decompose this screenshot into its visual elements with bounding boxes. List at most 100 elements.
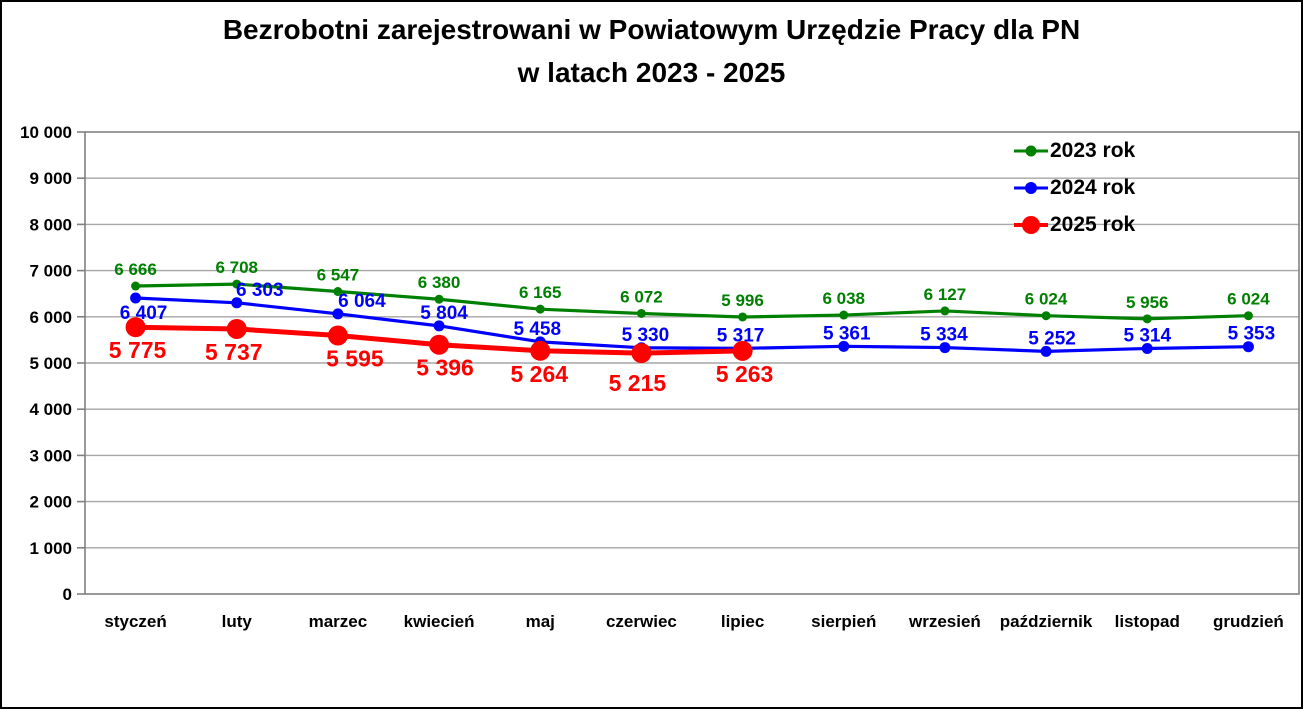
data-label-2023-rok: 6 024 bbox=[1025, 290, 1068, 309]
x-axis-label: czerwiec bbox=[606, 612, 677, 631]
x-axis-label: marzec bbox=[309, 612, 368, 631]
data-label-2023-rok: 6 072 bbox=[620, 287, 663, 306]
data-label-2025-rok: 5 775 bbox=[109, 337, 167, 363]
y-axis-label: 1 000 bbox=[29, 539, 72, 558]
y-axis-label: 3 000 bbox=[29, 446, 72, 465]
data-label-2025-rok: 5 263 bbox=[716, 361, 774, 387]
data-point-2023-rok bbox=[940, 306, 950, 316]
data-label-2025-rok: 5 215 bbox=[609, 370, 667, 396]
data-point-2024-rok bbox=[1141, 342, 1153, 354]
data-label-2023-rok: 6 380 bbox=[418, 273, 461, 292]
series-line-2023-rok bbox=[133, 282, 1251, 321]
data-label-2024-rok: 6 064 bbox=[338, 291, 386, 312]
data-point-2023-rok bbox=[839, 310, 849, 320]
data-point-2025-rok bbox=[226, 318, 247, 339]
x-axis-label: październik bbox=[1000, 612, 1093, 631]
data-label-2023-rok: 6 708 bbox=[215, 258, 258, 277]
data-label-2024-rok: 5 330 bbox=[622, 325, 670, 346]
y-axis-label: 4 000 bbox=[29, 400, 72, 419]
data-point-2023-rok bbox=[232, 279, 242, 289]
x-axis-label: wrzesień bbox=[908, 612, 981, 631]
data-point-2023-rok bbox=[636, 308, 646, 318]
data-label-2024-rok: 6 303 bbox=[236, 280, 284, 301]
data-point-2024-rok bbox=[231, 297, 243, 309]
data-label-2024-rok: 5 361 bbox=[823, 323, 871, 344]
data-point-2024-rok bbox=[433, 320, 445, 332]
data-point-2025-rok bbox=[732, 340, 753, 361]
data-label-2024-rok: 5 458 bbox=[513, 319, 561, 340]
data-label-2024-rok: 5 353 bbox=[1228, 324, 1276, 345]
legend-label-2024: 2024 rok bbox=[1050, 175, 1136, 199]
legend-marker-2023-icon bbox=[1014, 140, 1048, 162]
y-axis-label: 9 000 bbox=[29, 169, 72, 188]
data-label-2023-rok: 6 666 bbox=[114, 260, 157, 279]
x-axis-label: kwiecień bbox=[404, 612, 475, 631]
chart-title: Bezrobotni zarejestrowani w Powiatowym U… bbox=[2, 8, 1301, 94]
data-point-2024-rok bbox=[939, 342, 951, 354]
legend-marker-2024-icon bbox=[1014, 177, 1048, 199]
chart-title-line1: Bezrobotni zarejestrowani w Powiatowym U… bbox=[222, 14, 1081, 45]
data-label-2023-rok: 6 127 bbox=[924, 285, 967, 304]
data-point-2025-rok bbox=[631, 343, 652, 364]
chart-title-line2: w latach 2023 - 2025 bbox=[517, 57, 786, 88]
legend-item-2025: 2025 rok bbox=[1014, 206, 1135, 243]
data-label-2025-rok: 5 264 bbox=[510, 361, 568, 387]
data-point-2023-rok bbox=[1041, 311, 1051, 321]
data-point-2024-rok bbox=[838, 340, 850, 352]
data-point-2023-rok bbox=[434, 294, 444, 304]
y-axis-label: 10 000 bbox=[20, 123, 72, 142]
legend-item-2024: 2024 rok bbox=[1014, 169, 1135, 206]
y-axis-label: 8 000 bbox=[29, 215, 72, 234]
legend-item-2023: 2023 rok bbox=[1014, 132, 1135, 169]
data-point-2025-rok bbox=[429, 334, 450, 355]
x-axis-label: styczeń bbox=[104, 612, 166, 631]
legend-dot bbox=[1025, 145, 1037, 156]
chart-legend: 2023 rok 2024 rok 2025 rok bbox=[1014, 132, 1135, 243]
legend-dot bbox=[1025, 181, 1037, 194]
y-axis-label: 2 000 bbox=[29, 493, 72, 512]
data-point-2023-rok bbox=[738, 312, 748, 322]
x-axis-label: lipiec bbox=[721, 612, 764, 631]
data-point-2023-rok bbox=[131, 281, 141, 291]
data-point-2024-rok bbox=[130, 292, 142, 304]
data-label-2023-rok: 6 165 bbox=[519, 283, 562, 302]
legend-marker-2025-icon bbox=[1014, 214, 1048, 236]
data-label-2023-rok: 6 038 bbox=[822, 289, 865, 308]
y-axis-label: 6 000 bbox=[29, 308, 72, 327]
data-point-2023-rok bbox=[1243, 311, 1253, 321]
x-axis-label: maj bbox=[526, 612, 555, 631]
data-label-2025-rok: 5 737 bbox=[205, 339, 263, 365]
data-point-2024-rok bbox=[1242, 341, 1254, 353]
legend-label-2025: 2025 rok bbox=[1050, 212, 1136, 236]
data-label-2024-rok: 5 804 bbox=[420, 303, 468, 324]
data-point-2025-rok bbox=[530, 340, 551, 361]
data-point-2023-rok bbox=[1142, 314, 1152, 324]
data-label-2024-rok: 6 407 bbox=[120, 303, 168, 324]
data-label-2025-rok: 5 595 bbox=[326, 346, 384, 372]
data-point-2025-rok bbox=[125, 317, 146, 338]
x-axis-label: luty bbox=[222, 612, 253, 631]
data-label-2024-rok: 5 317 bbox=[717, 325, 765, 346]
data-point-2023-rok bbox=[333, 287, 343, 297]
x-axis-label: grudzień bbox=[1213, 612, 1284, 631]
data-label-2023-rok: 6 547 bbox=[317, 266, 360, 285]
data-point-2024-rok bbox=[332, 308, 344, 320]
data-label-2023-rok: 5 996 bbox=[721, 291, 764, 310]
data-point-2023-rok bbox=[535, 304, 545, 314]
data-point-2024-rok bbox=[1040, 345, 1052, 357]
data-label-2023-rok: 5 956 bbox=[1126, 293, 1169, 312]
data-label-2025-rok: 5 396 bbox=[416, 355, 474, 381]
y-axis-label: 7 000 bbox=[29, 262, 72, 281]
data-label-2024-rok: 5 314 bbox=[1123, 325, 1171, 346]
x-axis-label: listopad bbox=[1115, 612, 1180, 631]
legend-label-2023: 2023 rok bbox=[1050, 138, 1136, 162]
y-axis-label: 5 000 bbox=[29, 354, 72, 373]
data-label-2024-rok: 5 252 bbox=[1028, 328, 1076, 349]
data-label-2023-rok: 6 024 bbox=[1227, 290, 1270, 309]
legend-dot bbox=[1022, 215, 1040, 234]
data-label-2024-rok: 5 334 bbox=[920, 325, 968, 346]
y-axis-label: 0 bbox=[63, 585, 72, 604]
series-line-2024-rok bbox=[133, 296, 1251, 353]
